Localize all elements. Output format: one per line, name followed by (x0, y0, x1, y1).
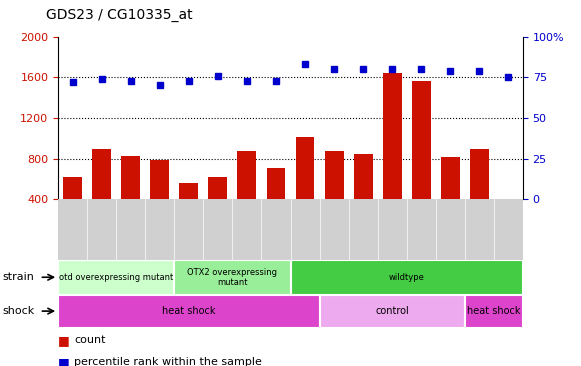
Bar (441, 157, 460, 240)
Bar (383, 73, 401, 240)
Bar (58, 295, 320, 328)
Bar (150, 160, 169, 240)
Bar (320, 295, 465, 328)
Text: otd overexpressing mutant: otd overexpressing mutant (59, 273, 173, 282)
Bar (121, 156, 140, 240)
Text: count: count (74, 335, 106, 346)
Bar (58, 260, 174, 295)
Bar (267, 168, 285, 240)
Text: wildtype: wildtype (389, 273, 425, 282)
Bar (238, 151, 256, 240)
Bar (499, 201, 518, 240)
Bar (92, 149, 111, 240)
Bar (470, 149, 489, 240)
Text: control: control (375, 306, 409, 316)
Bar (412, 81, 431, 240)
Text: shock: shock (3, 306, 35, 316)
Text: ■: ■ (58, 356, 74, 366)
Bar (465, 295, 523, 328)
Text: strain: strain (3, 272, 35, 282)
Bar (354, 154, 372, 240)
Bar (174, 260, 290, 295)
Text: heat shock: heat shock (162, 306, 216, 316)
Bar (290, 260, 523, 295)
Bar (209, 177, 227, 240)
Text: heat shock: heat shock (467, 306, 521, 316)
Text: ■: ■ (58, 334, 74, 347)
Bar (325, 151, 343, 240)
Bar (180, 183, 198, 240)
Bar (296, 137, 314, 240)
Text: OTX2 overexpressing
mutant: OTX2 overexpressing mutant (188, 268, 277, 287)
Text: percentile rank within the sample: percentile rank within the sample (74, 357, 262, 366)
Bar (63, 177, 82, 240)
Text: GDS23 / CG10335_at: GDS23 / CG10335_at (46, 8, 193, 22)
